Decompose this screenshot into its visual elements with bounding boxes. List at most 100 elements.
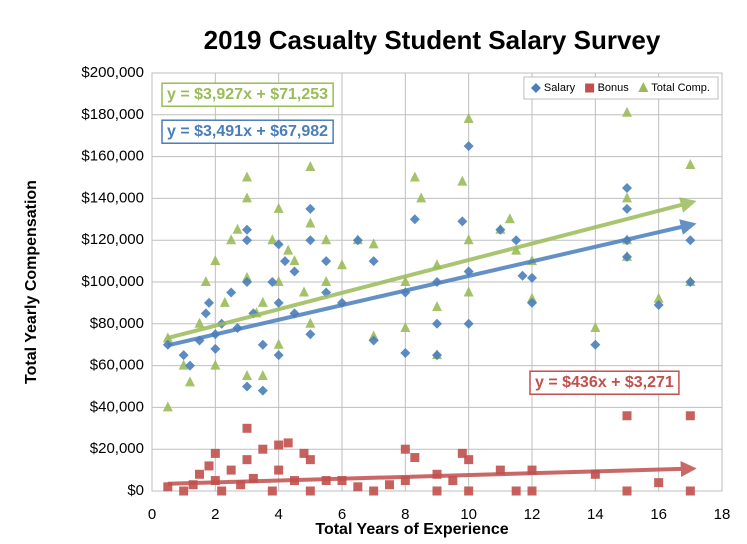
marker-triangle [242, 192, 252, 203]
y-tick-label: $80,000 [90, 315, 144, 332]
marker-triangle [504, 213, 515, 224]
trendline-label: y = $3,491x + $67,982 [167, 123, 328, 140]
legend-label: Bonus [598, 82, 630, 94]
marker-diamond [257, 339, 268, 350]
marker-diamond [463, 141, 474, 152]
marker-square [353, 482, 363, 492]
x-tick-label: 16 [650, 506, 667, 523]
legend-label: Total Comp. [651, 82, 710, 94]
marker-triangle [653, 292, 664, 303]
marker-square [236, 480, 246, 490]
marker-triangle [400, 321, 411, 332]
marker-diamond [432, 350, 442, 361]
marker-triangle [409, 171, 420, 182]
marker-square [210, 448, 220, 458]
marker-triangle [321, 234, 332, 245]
marker-diamond [622, 203, 632, 214]
marker-diamond [280, 256, 290, 267]
y-tick-label: $40,000 [90, 398, 144, 415]
marker-triangle [685, 158, 696, 169]
marker-diamond [409, 214, 420, 225]
marker-square [654, 478, 664, 488]
y-tick-label: $20,000 [90, 440, 144, 457]
marker-triangle [178, 359, 189, 370]
marker-triangle [416, 192, 427, 203]
marker-triangle [257, 370, 268, 381]
marker-square [385, 480, 394, 490]
y-tick-label: $200,000 [81, 64, 144, 81]
marker-diamond [273, 239, 284, 250]
marker-diamond [267, 277, 278, 287]
x-tick-label: 18 [714, 506, 731, 523]
marker-triangle [432, 301, 442, 312]
chart-title: 2019 Casualty Student Salary Survey [204, 25, 661, 55]
marker-diamond [368, 335, 379, 346]
marker-square [590, 469, 600, 479]
marker-triangle [305, 317, 316, 328]
trendline-label: y = $436x + $3,271 [535, 374, 674, 391]
legend-box [523, 76, 719, 100]
marker-square [299, 448, 309, 458]
trendline-label-box [161, 82, 334, 107]
marker-square [622, 486, 632, 496]
marker-triangle [368, 238, 379, 249]
marker-square [495, 465, 505, 475]
marker-triangle [200, 276, 211, 286]
marker-diamond [210, 343, 221, 354]
marker-square [305, 455, 315, 465]
marker-diamond [368, 256, 379, 267]
marker-diamond [463, 318, 474, 329]
marker-diamond [204, 297, 214, 308]
marker-square [242, 423, 252, 433]
marker-square [464, 486, 474, 496]
marker-square [400, 476, 410, 486]
marker-diamond [226, 287, 237, 298]
marker-diamond [352, 235, 363, 246]
x-tick-label: 4 [274, 506, 282, 523]
trendline [167, 197, 697, 340]
trendline [167, 460, 697, 486]
marker-diamond [685, 277, 696, 287]
marker-diamond [289, 266, 300, 277]
y-tick-label: $120,000 [81, 231, 144, 248]
x-tick-label: 10 [460, 506, 477, 523]
marker-square [585, 83, 595, 93]
marker-triangle [232, 223, 243, 234]
marker-square [464, 455, 474, 465]
marker-diamond [242, 277, 252, 287]
y-axis-label: Total Yearly Compensation [23, 180, 40, 384]
marker-diamond [321, 256, 332, 267]
marker-diamond [305, 203, 316, 214]
x-tick-label: 0 [148, 506, 156, 523]
y-tick-label: $160,000 [81, 148, 144, 165]
marker-diamond [432, 318, 442, 329]
marker-triangle [463, 112, 474, 123]
marker-square [685, 411, 695, 421]
marker-triangle [283, 244, 294, 255]
marker-triangle [368, 330, 379, 341]
x-axis-label: Total Years of Experience [315, 521, 508, 538]
marker-triangle [321, 276, 332, 286]
marker-diamond [273, 350, 284, 361]
marker-diamond [527, 297, 537, 308]
marker-square [305, 486, 315, 496]
marker-diamond [495, 224, 506, 235]
marker-triangle [162, 401, 173, 412]
marker-triangle [273, 202, 284, 213]
marker-diamond [400, 348, 411, 359]
marker-square [511, 486, 521, 496]
x-tick-label: 6 [338, 506, 346, 523]
marker-square [400, 444, 410, 454]
x-tick-label: 8 [401, 506, 409, 523]
marker-triangle [210, 359, 221, 370]
marker-triangle [622, 106, 632, 117]
y-tick-label: $60,000 [90, 357, 144, 374]
marker-triangle [527, 292, 537, 303]
marker-triangle [242, 171, 252, 182]
marker-square [248, 473, 258, 483]
marker-triangle [463, 234, 474, 245]
marker-triangle [226, 234, 237, 245]
marker-diamond [590, 339, 601, 350]
marker-triangle [257, 296, 268, 307]
